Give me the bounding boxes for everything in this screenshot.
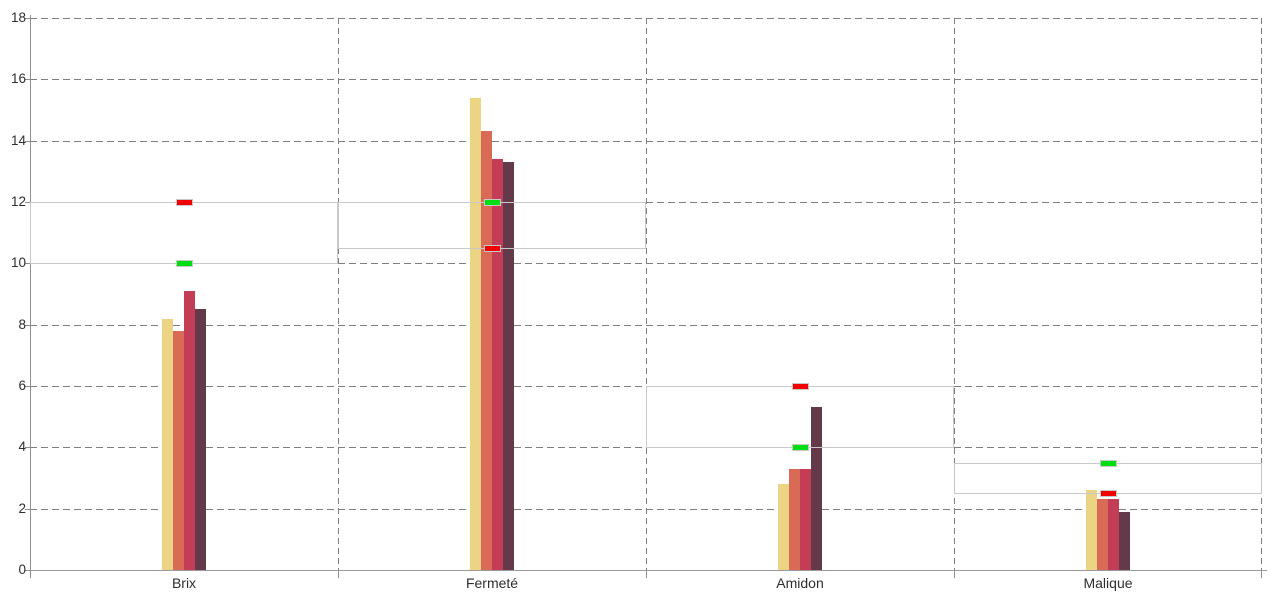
spec-band-amidon [646, 386, 954, 448]
y-tick-label: 6 [18, 378, 26, 393]
bar-amidon-series-2 [789, 469, 800, 570]
y-tick [25, 570, 30, 571]
bar-fermeté-series-3 [492, 159, 503, 570]
bar-amidon-series-3 [800, 469, 811, 570]
y-tick [25, 447, 30, 448]
y-tick [25, 509, 30, 510]
target-marker-green [176, 260, 193, 267]
bar-brix-series-4 [195, 309, 206, 570]
y-tick [25, 325, 30, 326]
y-tick-label: 0 [18, 562, 26, 577]
plot-area [30, 18, 1262, 570]
y-tick-label: 14 [10, 133, 26, 148]
y-tick-label: 8 [18, 317, 26, 332]
y-tick [25, 79, 30, 80]
bar-fermeté-series-4 [503, 162, 514, 570]
target-marker-red [1100, 490, 1117, 497]
bar-brix-series-2 [173, 331, 184, 570]
section-divider [954, 18, 955, 570]
y-tick [25, 263, 30, 264]
bar-amidon-series-1 [778, 484, 789, 570]
y-tick-label: 4 [18, 439, 26, 454]
bar-fermeté-series-2 [481, 131, 492, 570]
bar-brix-series-1 [162, 319, 173, 570]
x-category-label: Fermeté [465, 575, 519, 591]
section-divider [338, 18, 339, 570]
target-marker-red [792, 383, 809, 390]
target-marker-red [176, 199, 193, 206]
y-tick [25, 141, 30, 142]
y-tick [25, 202, 30, 203]
y-axis-line [30, 15, 31, 578]
spec-band-fermeté [338, 202, 646, 249]
bar-malique-series-4 [1119, 512, 1130, 570]
y-tick-label: 18 [10, 10, 26, 25]
y-tick-label: 10 [10, 255, 26, 270]
x-category-label: Brix [171, 575, 197, 591]
bar-amidon-series-4 [811, 407, 822, 570]
x-tick [954, 570, 955, 578]
y-tick-label: 16 [10, 71, 26, 86]
y-tick [25, 18, 30, 19]
y-tick [25, 386, 30, 387]
y-tick-label: 12 [10, 194, 26, 209]
x-tick [1261, 570, 1262, 578]
section-divider [646, 18, 647, 570]
x-tick [646, 570, 647, 578]
x-tick [338, 570, 339, 578]
x-category-label: Amidon [776, 575, 824, 591]
bar-malique-series-2 [1097, 499, 1108, 570]
target-marker-green [1100, 460, 1117, 467]
x-tick [30, 570, 31, 578]
x-category-label: Malique [1083, 575, 1133, 591]
target-marker-red [484, 245, 501, 252]
target-marker-green [792, 444, 809, 451]
spec-band-brix [30, 202, 338, 264]
bar-fermeté-series-1 [470, 98, 481, 570]
bar-malique-series-1 [1086, 490, 1097, 570]
bar-malique-series-3 [1108, 499, 1119, 570]
x-axis-line [30, 570, 1267, 571]
plot-right-border [1261, 18, 1262, 570]
target-marker-green [484, 199, 501, 206]
y-tick-label: 2 [18, 501, 26, 516]
bar-brix-series-3 [184, 291, 195, 570]
